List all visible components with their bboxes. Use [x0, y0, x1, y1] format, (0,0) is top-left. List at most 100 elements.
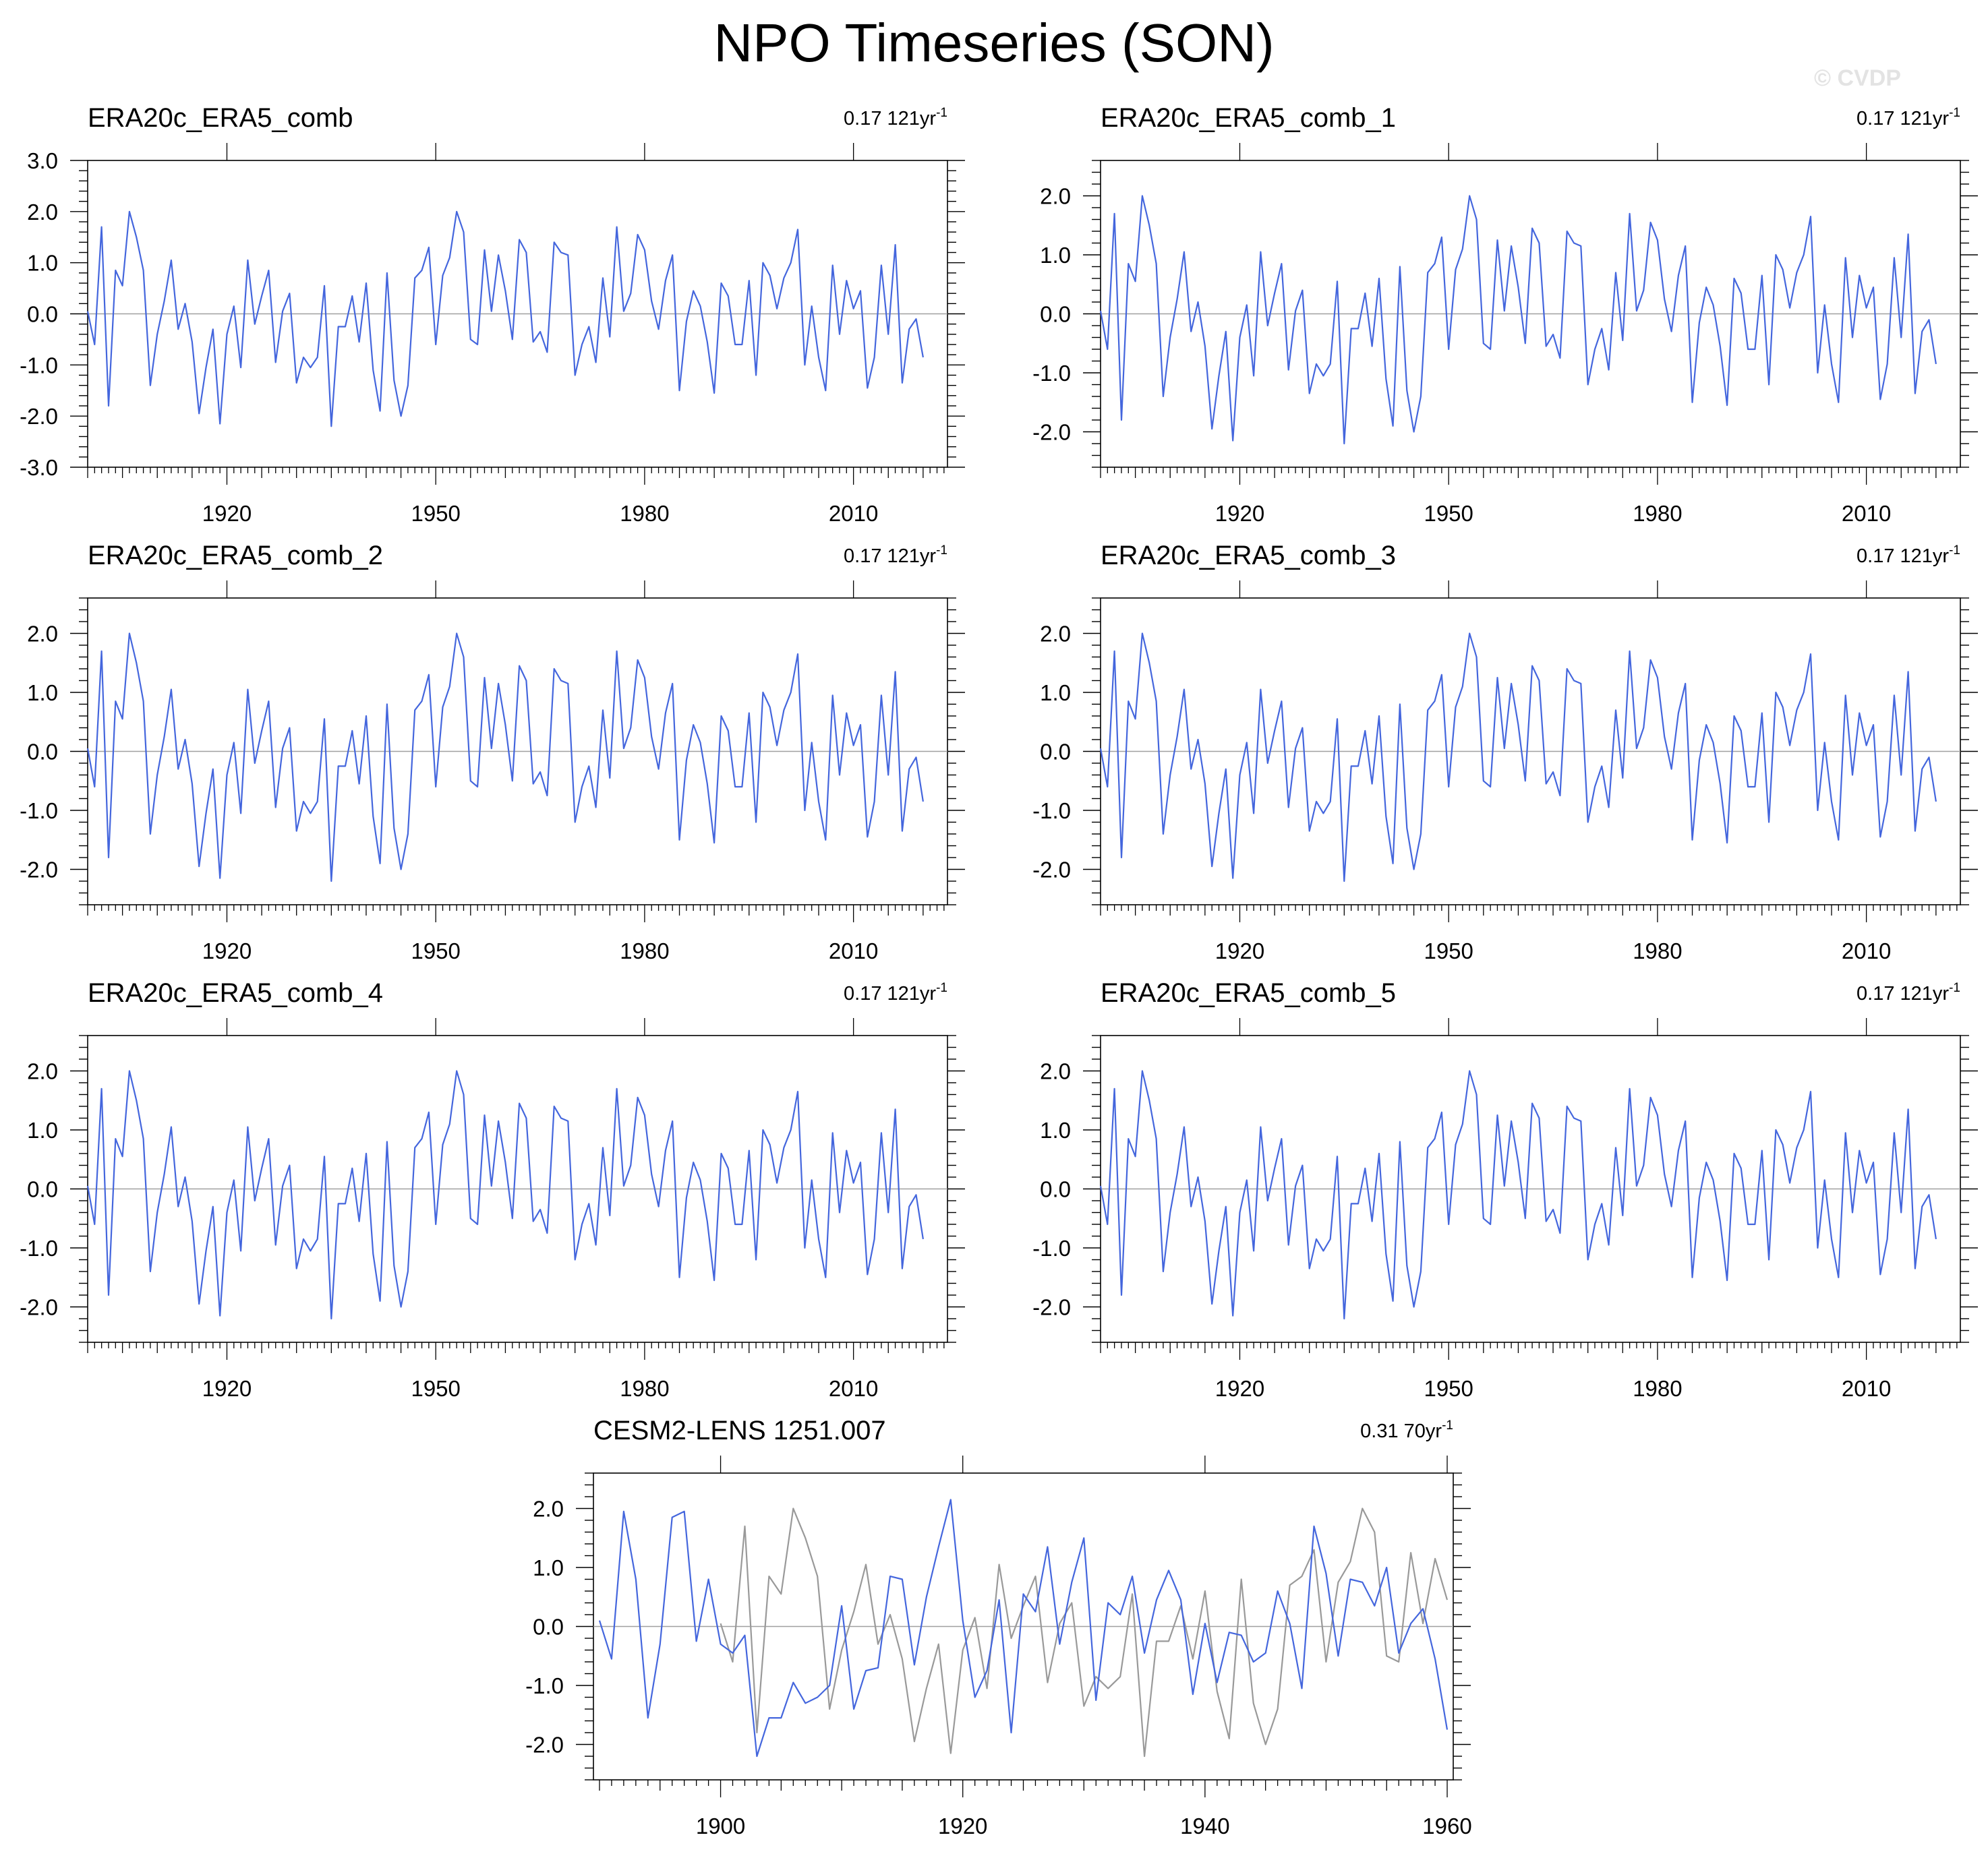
y-tick-label: 1.0	[1040, 1118, 1071, 1143]
trend-label: 0.17 121yr-1	[844, 106, 947, 129]
x-tick-label: 1950	[1424, 1376, 1473, 1401]
y-tick-label: 0.0	[1040, 1177, 1071, 1202]
y-tick-label: 1.0	[27, 1118, 58, 1143]
x-tick-label: 1980	[620, 938, 669, 963]
y-tick-label: -3.0	[20, 455, 58, 480]
x-tick-label: 2010	[1842, 501, 1891, 526]
y-tick-label: -1.0	[525, 1673, 564, 1698]
y-tick-label: 0.0	[533, 1615, 564, 1640]
y-tick-label: -2.0	[1032, 858, 1071, 883]
y-tick-label: 1.0	[1040, 680, 1071, 705]
x-tick-label: 1920	[1215, 938, 1264, 963]
panel-era20c-era5-comb-3: ERA20c_ERA5_comb_3 0.17 121yr-1 2.0 1.0 0.…	[1032, 541, 1978, 963]
npo-series-line	[86, 210, 924, 427]
panel-title: ERA20c_ERA5_comb	[88, 103, 353, 133]
panel-era20c-era5-comb-1: ERA20c_ERA5_comb_1 0.17 121yr-1 2.0 1.0 0.…	[1032, 103, 1978, 526]
y-tick-label: 1.0	[27, 680, 58, 705]
npo-series-line	[1099, 195, 1937, 445]
panel-title: ERA20c_ERA5_comb_2	[88, 541, 384, 570]
npo-series-line	[86, 1070, 924, 1320]
y-tick-label: 0.0	[27, 1177, 58, 1202]
x-tick-label: 1950	[411, 501, 460, 526]
y-tick-label: 0.0	[1040, 302, 1071, 327]
timeseries-plot: 2.0 1.0 0.0 -1.0 -2.0 1920 1950 1980 2010	[20, 1018, 965, 1401]
timeseries-plot: 2.0 1.0 0.0 -1.0 -2.0 1920 1950 1980 2010	[20, 580, 965, 963]
trend-label: 0.17 121yr-1	[844, 543, 947, 567]
panel-era20c-era5-comb-4: ERA20c_ERA5_comb_4 0.17 121yr-1 2.0 1.0 0.…	[20, 978, 965, 1401]
panel-title: ERA20c_ERA5_comb_3	[1101, 541, 1397, 570]
x-tick-label: 1920	[202, 501, 252, 526]
npo-series-line	[86, 632, 924, 883]
y-tick-label: 0.0	[27, 302, 58, 327]
x-tick-label: 1920	[938, 1814, 987, 1838]
figure-title: NPO Timeseries (SON)	[713, 13, 1275, 73]
x-tick-label: 1940	[1180, 1814, 1229, 1838]
panel-cesm2-lens: CESM2-LENS 1251.007 0.31 70yr-1 2.0 1.0 0.…	[525, 1416, 1472, 1838]
x-tick-label: 1950	[1424, 938, 1473, 963]
y-tick-label: -1.0	[20, 798, 58, 823]
panel-era20c-era5-comb: ERA20c_ERA5_comb 0.17 121yr-1 3.0 2.0 1.0 0…	[20, 103, 965, 526]
panel-title: CESM2-LENS 1251.007	[593, 1416, 886, 1445]
x-tick-label: 2010	[1842, 1376, 1891, 1401]
x-tick-label: 1950	[411, 938, 460, 963]
y-tick-label: 1.0	[533, 1555, 564, 1580]
y-tick-label: 2.0	[1040, 184, 1071, 209]
x-tick-label: 2010	[829, 501, 878, 526]
timeseries-plot: 2.0 1.0 0.0 -1.0 -2.0 1920 1950 1980 2010	[1032, 1018, 1978, 1401]
x-tick-label: 1980	[620, 501, 669, 526]
y-tick-label: 1.0	[27, 251, 58, 276]
y-tick-label: -1.0	[1032, 361, 1071, 386]
y-tick-label: 1.0	[1040, 243, 1071, 268]
npo-series-line	[1099, 632, 1937, 883]
y-tick-label: -2.0	[1032, 420, 1071, 445]
y-tick-label: 2.0	[27, 1059, 58, 1084]
trend-label: 0.17 121yr-1	[1857, 981, 1960, 1005]
timeseries-plot: 2.0 1.0 0.0 -1.0 -2.0 1900 1920 1940 1960	[525, 1456, 1472, 1838]
npo-series-line	[598, 1499, 1449, 1758]
x-tick-label: 1950	[1424, 501, 1473, 526]
trend-label: 0.17 121yr-1	[844, 981, 947, 1005]
trend-label: 0.31 70yr-1	[1360, 1418, 1453, 1442]
y-tick-label: 0.0	[27, 740, 58, 765]
y-tick-label: -1.0	[20, 1236, 58, 1261]
x-tick-label: 1920	[202, 938, 252, 963]
timeseries-plot: 3.0 2.0 1.0 0.0 -1.0 -2.0 -3.0 1920 1950 1980 2010	[20, 143, 965, 526]
panel-title: ERA20c_ERA5_comb_1	[1101, 103, 1397, 133]
x-tick-label: 2010	[829, 1376, 878, 1401]
x-tick-label: 2010	[1842, 938, 1891, 963]
y-tick-label: -1.0	[20, 353, 58, 378]
trend-label: 0.17 121yr-1	[1857, 106, 1960, 129]
y-tick-label: 3.0	[27, 148, 58, 173]
y-tick-label: -1.0	[1032, 798, 1071, 823]
x-tick-label: 1900	[696, 1814, 745, 1838]
x-tick-label: 2010	[829, 938, 878, 963]
y-tick-label: -1.0	[1032, 1236, 1071, 1261]
y-tick-label: -2.0	[525, 1733, 564, 1758]
trend-label: 0.17 121yr-1	[1857, 543, 1960, 567]
y-tick-label: 2.0	[533, 1497, 564, 1522]
y-tick-label: 2.0	[1040, 622, 1071, 647]
x-tick-label: 1920	[1215, 1376, 1264, 1401]
watermark: © CVDP	[1814, 65, 1901, 91]
y-tick-label: 2.0	[27, 622, 58, 647]
x-tick-label: 1980	[1633, 1376, 1682, 1401]
y-tick-label: 2.0	[1040, 1059, 1071, 1084]
timeseries-plot: 2.0 1.0 0.0 -1.0 -2.0 1920 1950 1980 2010	[1032, 580, 1978, 963]
npo-series-line	[1099, 1070, 1937, 1320]
y-tick-label: -2.0	[20, 858, 58, 883]
x-tick-label: 1980	[620, 1376, 669, 1401]
x-tick-label: 1950	[411, 1376, 460, 1401]
x-tick-label: 1980	[1633, 501, 1682, 526]
y-tick-label: 0.0	[1040, 740, 1071, 765]
timeseries-plot: 2.0 1.0 0.0 -1.0 -2.0 1920 1950 1980 2010	[1032, 143, 1978, 526]
y-tick-label: -2.0	[20, 1295, 58, 1320]
observations-series-line	[720, 1507, 1449, 1758]
y-tick-label: 2.0	[27, 200, 58, 225]
panel-era20c-era5-comb-5: ERA20c_ERA5_comb_5 0.17 121yr-1 2.0 1.0 0.…	[1032, 978, 1978, 1401]
panel-title: ERA20c_ERA5_comb_5	[1101, 978, 1397, 1008]
x-tick-label: 1960	[1422, 1814, 1471, 1838]
y-tick-label: -2.0	[1032, 1295, 1071, 1320]
x-tick-label: 1920	[1215, 501, 1264, 526]
panel-era20c-era5-comb-2: ERA20c_ERA5_comb_2 0.17 121yr-1 2.0 1.0 0.…	[20, 541, 965, 963]
x-tick-label: 1920	[202, 1376, 252, 1401]
